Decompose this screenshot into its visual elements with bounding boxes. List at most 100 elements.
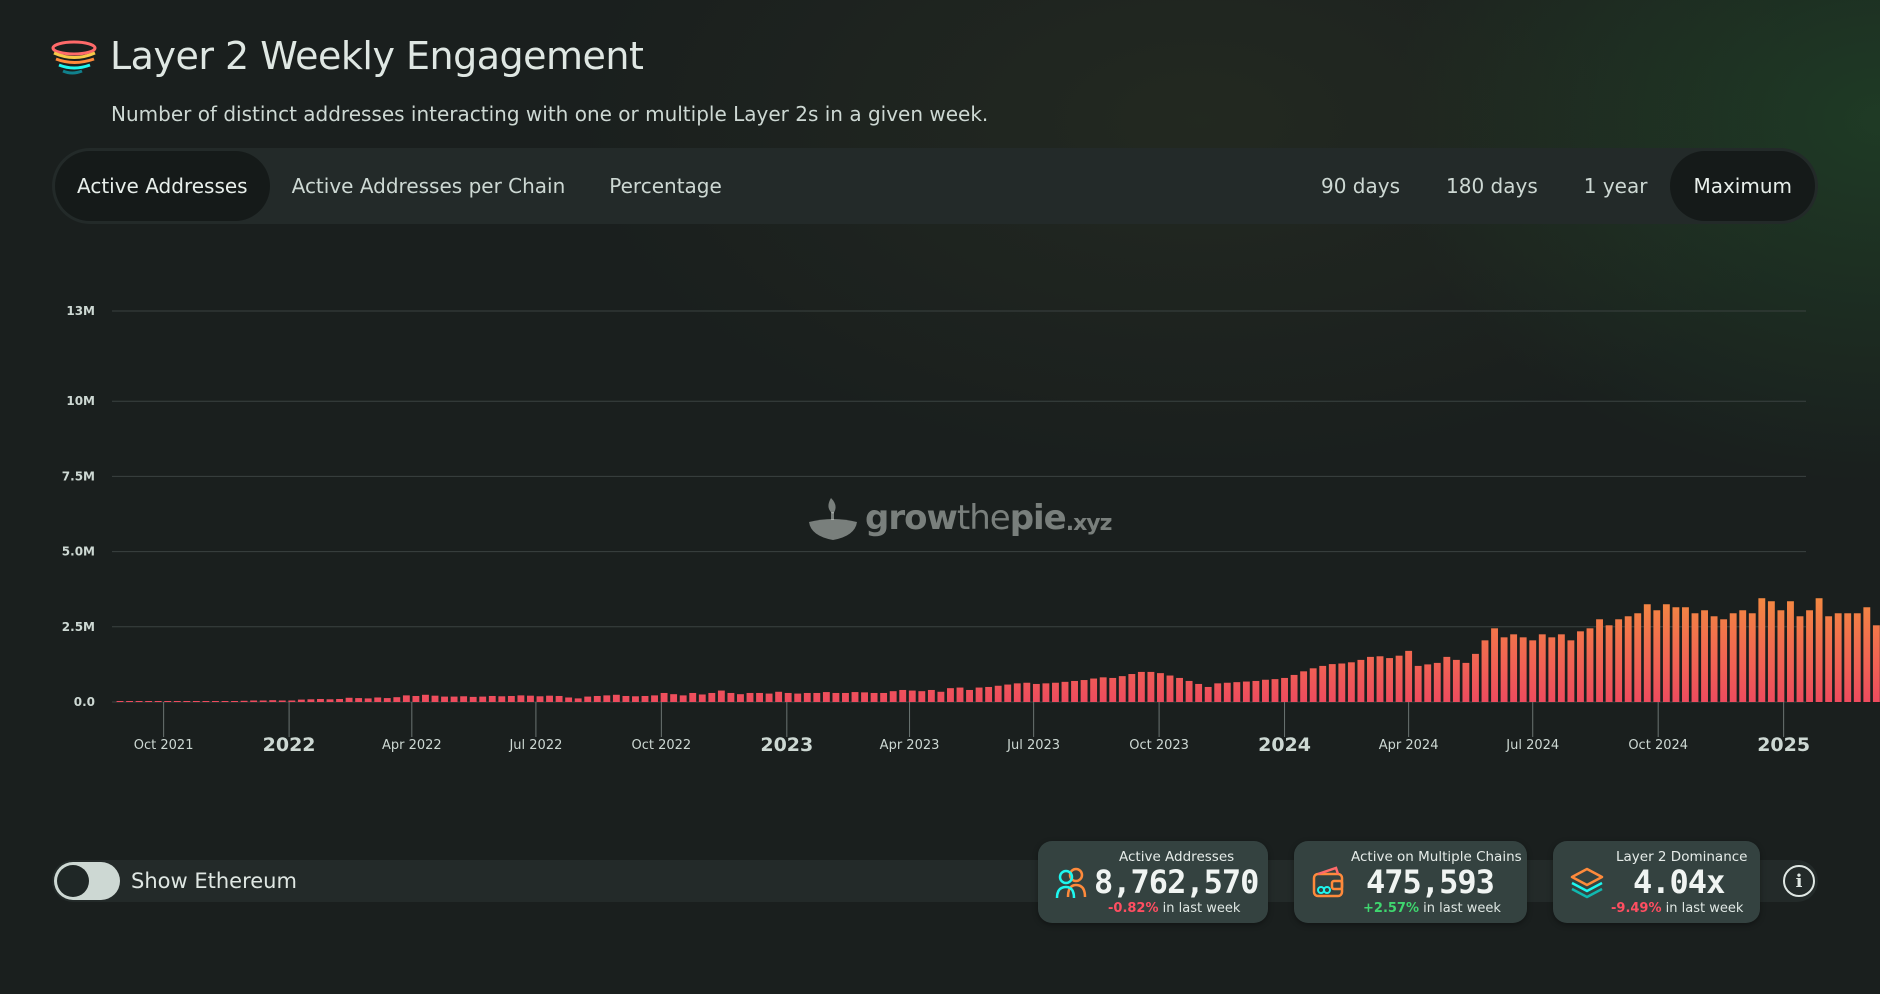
bar [1042,683,1050,702]
bar [1376,656,1384,702]
bar [527,695,534,702]
bar [517,695,525,702]
tab-180-days[interactable]: 180 days [1446,174,1538,198]
bar [1204,686,1212,702]
bar [1185,680,1193,702]
bar [1004,684,1012,702]
bar [775,691,783,702]
bar [1491,628,1498,702]
bar [565,697,573,702]
bar [1176,677,1183,702]
bar [574,698,582,702]
bar [192,701,200,702]
watermark-grow: grow [865,498,958,538]
y-tick-label: 7.5M [62,469,95,483]
tab-active-addresses[interactable]: Active Addresses [55,151,270,221]
bar [1567,640,1575,702]
layers-icon [1570,867,1604,899]
users-icon [1055,867,1087,899]
bar [336,698,343,702]
bar [1414,665,1422,702]
bar [1013,683,1021,702]
bar [1682,607,1689,702]
bar [1586,628,1594,702]
bar [880,692,888,702]
tab-active-addresses-per-chain[interactable]: Active Addresses per Chain [291,174,566,198]
bar [546,695,553,702]
header: Layer 2 Weekly Engagement [50,34,644,78]
bar [555,695,563,702]
bar [593,695,601,702]
bar [708,692,716,702]
bar [1710,616,1718,702]
y-tick-label: 2.5M [62,620,95,634]
bar [1643,604,1651,702]
bar [116,701,124,702]
bar [1433,662,1441,702]
bar [1806,610,1813,702]
bar [737,694,744,702]
bar [307,699,315,702]
bar [402,695,410,702]
card-change: +2.57% in last week [1363,901,1501,916]
bar [937,691,945,702]
bar [1510,634,1518,702]
bar [1758,598,1766,702]
tab-maximum[interactable]: Maximum [1670,151,1815,221]
bar [297,699,305,702]
bar [918,691,926,702]
bar [1233,682,1241,702]
bar [1452,659,1460,702]
card-change: -0.82% in last week [1108,901,1240,916]
metric-tabs: Active Addresses Active Addresses per Ch… [55,151,744,221]
x-tick-label: Apr 2024 [1379,738,1439,753]
bar [1662,604,1670,702]
bar [1844,613,1852,702]
bar [1500,637,1508,702]
pie-logo-icon [809,498,857,540]
bar [975,687,983,702]
bar [135,701,143,702]
bar [355,698,363,702]
toggle-knob [57,865,89,897]
bar [1300,671,1308,702]
bar [269,700,277,702]
bar [173,701,181,702]
bar [1538,634,1546,702]
bar [1099,677,1107,702]
tab-1-year[interactable]: 1 year [1583,174,1648,198]
tab-percentage[interactable]: Percentage [609,174,722,198]
show-ethereum-toggle[interactable] [54,862,120,900]
bar [832,692,840,702]
x-tick-label: Oct 2021 [134,738,194,753]
tab-90-days[interactable]: 90 days [1320,174,1400,198]
watermark: grow the pie .xyz [805,490,1112,546]
x-tick-label: Oct 2022 [632,738,692,753]
show-ethereum-label: Show Ethereum [131,869,297,893]
bar [842,692,849,702]
bar [393,697,401,702]
bar [1701,610,1708,702]
range-tabs: 90 days 180 days 1 year Maximum [1298,151,1815,221]
bar [1605,625,1613,702]
bar [622,695,630,702]
bar [212,701,219,702]
bar [1796,616,1804,702]
info-icon[interactable]: i [1783,865,1815,897]
bar [412,695,420,702]
y-tick-label: 10M [66,394,95,408]
bar [1672,607,1680,702]
bar [1853,613,1861,702]
bar [383,698,391,702]
bar [441,696,448,702]
bar [507,695,515,702]
change-percent: -9.49% [1611,901,1662,916]
bar [1309,668,1317,702]
bar [861,692,868,702]
bar [488,695,496,702]
bar [660,692,668,702]
bar [765,693,773,702]
bar [1557,634,1565,702]
bar [1367,656,1374,702]
bar [250,700,258,702]
